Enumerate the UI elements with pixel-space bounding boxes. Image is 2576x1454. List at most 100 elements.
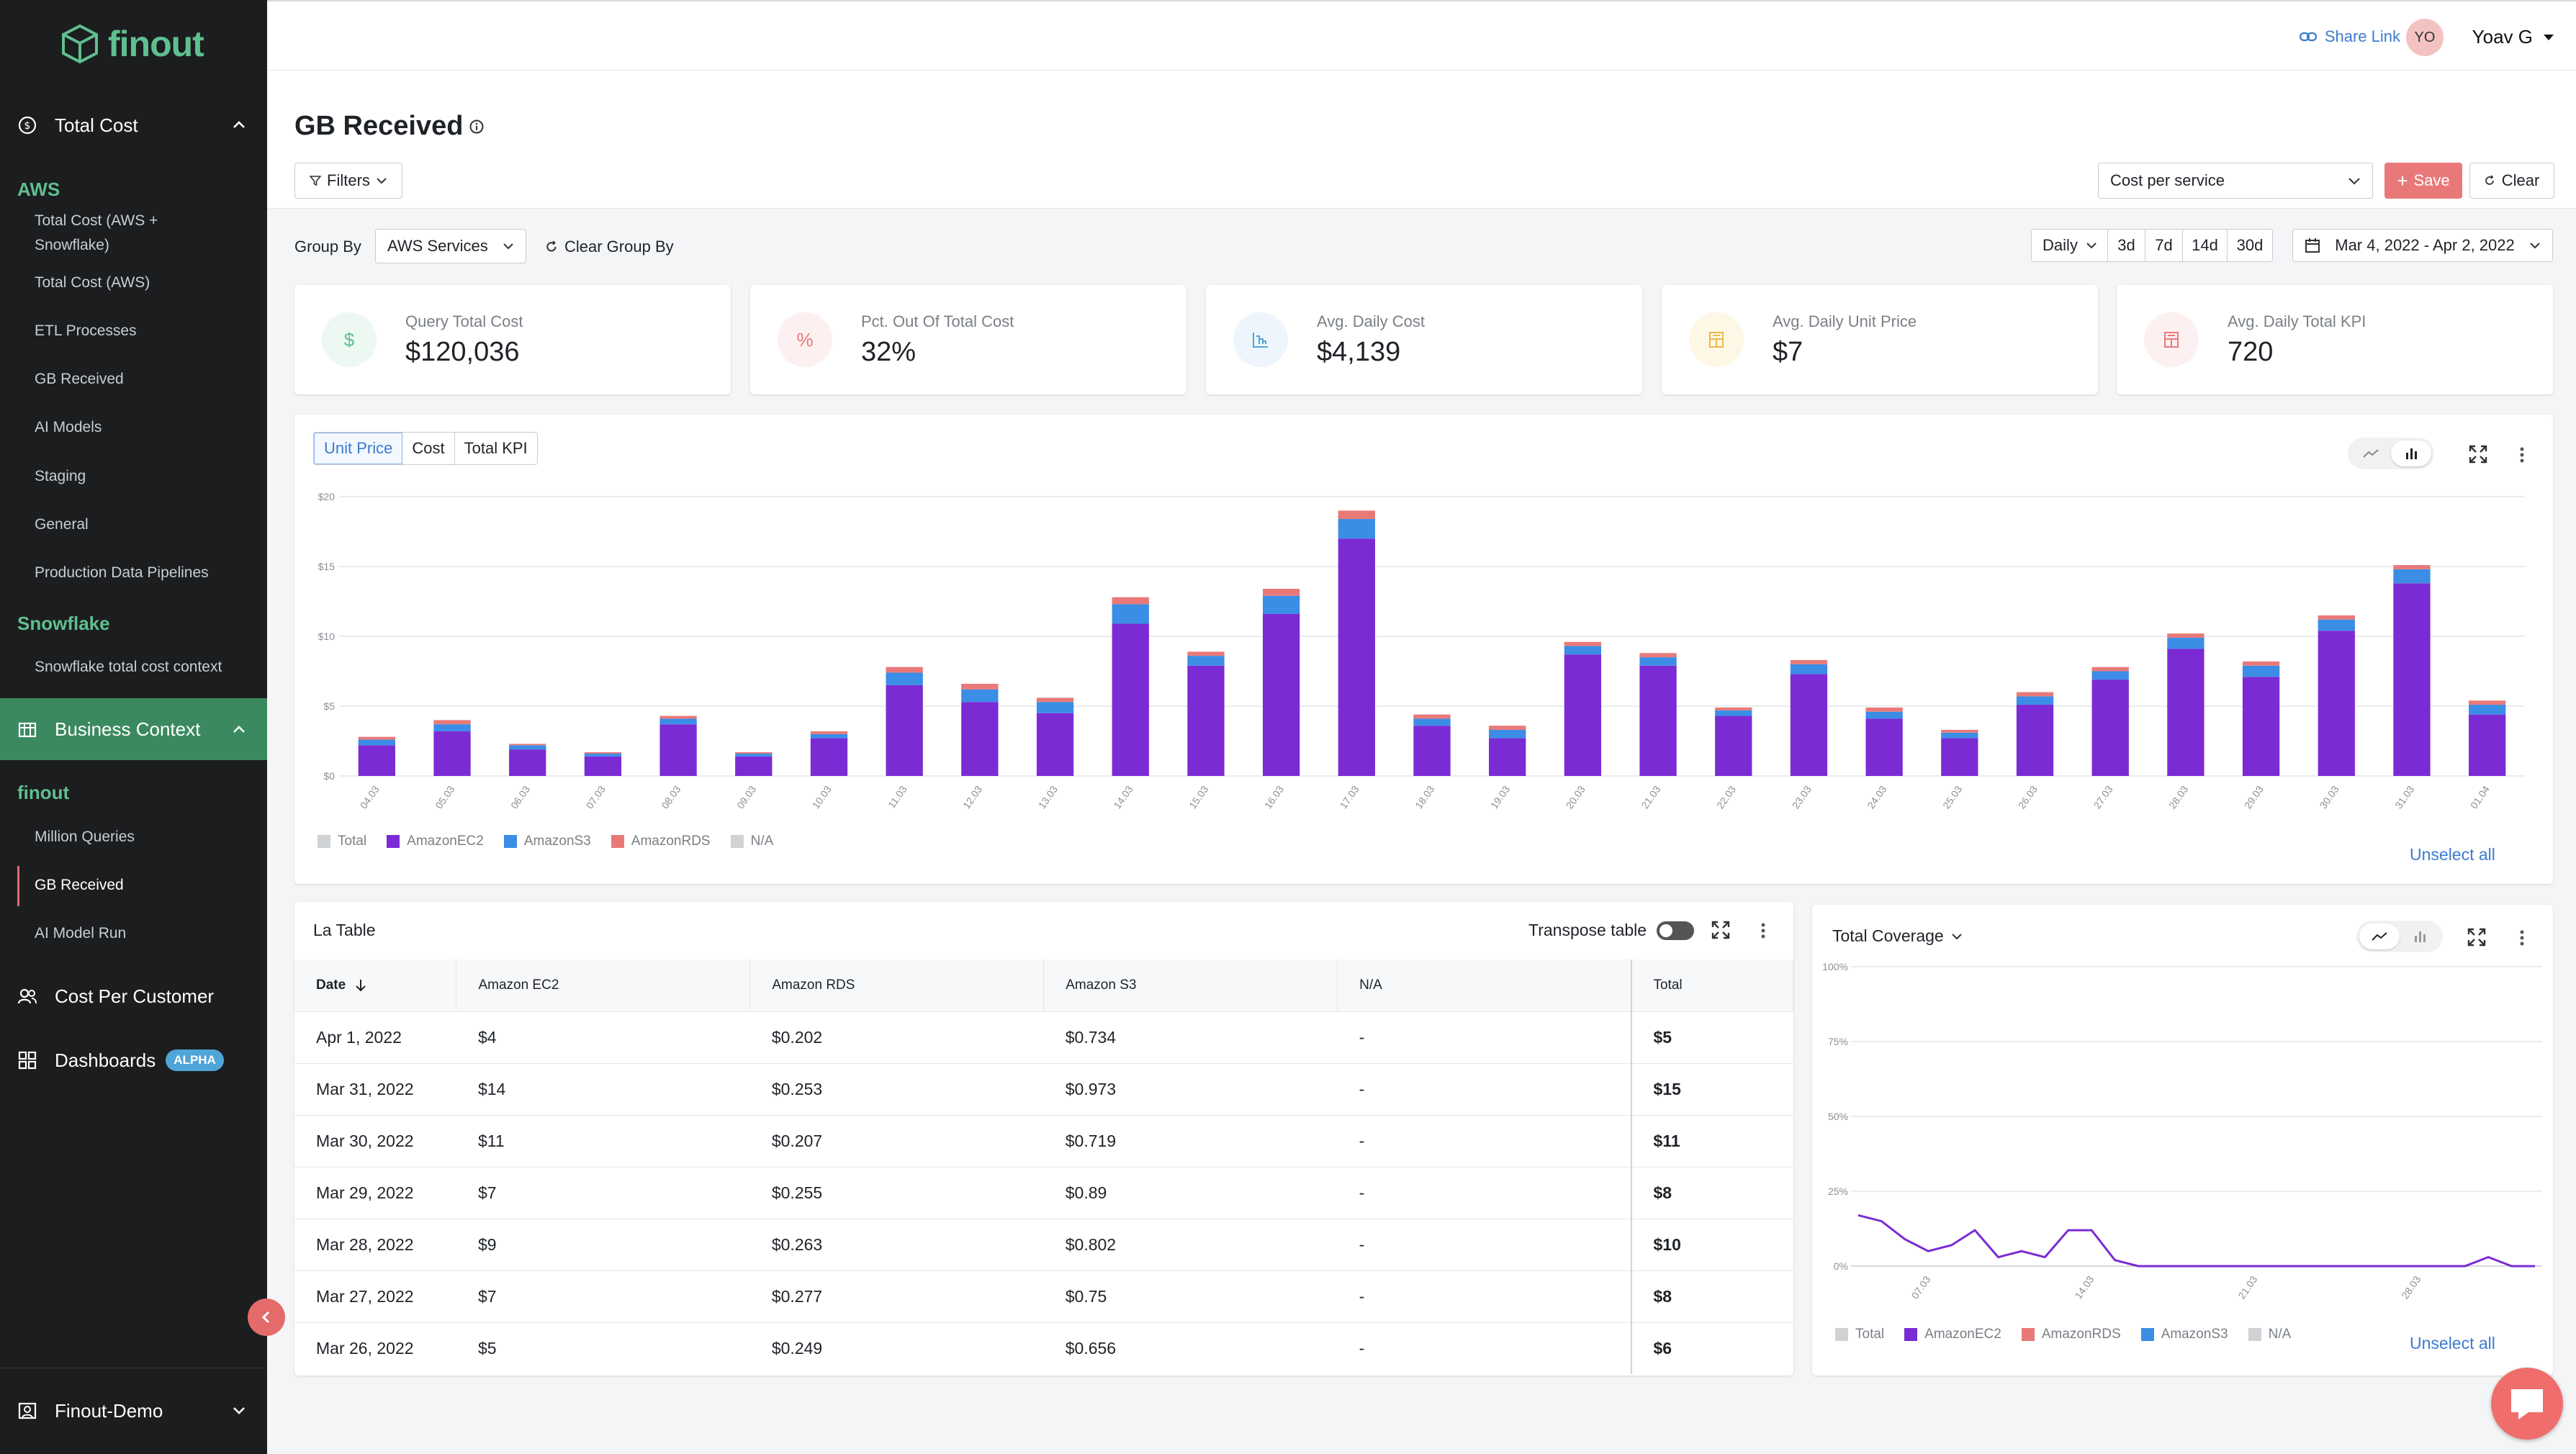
line-series-amazonec2[interactable] xyxy=(1857,1214,2535,1268)
bar-amazonec2-16.03[interactable] xyxy=(1262,613,1300,776)
save-button[interactable]: + Save xyxy=(2384,163,2462,199)
sidebar-item-gb-received[interactable]: GB Received xyxy=(35,877,124,893)
bar-amazonrds-07.03[interactable] xyxy=(584,752,622,754)
bar-amazonec2-26.03[interactable] xyxy=(2016,705,2054,776)
expand-icon[interactable] xyxy=(2467,928,2486,947)
bar-amazonec2-22.03[interactable] xyxy=(1715,715,1752,776)
bar-amazonec2-30.03[interactable] xyxy=(2318,631,2355,776)
legend-item[interactable]: AmazonRDS xyxy=(611,834,711,849)
coverage-metric-select[interactable]: Total Coverage xyxy=(1832,926,1963,946)
tab-total-kpi[interactable]: Total KPI xyxy=(464,439,528,457)
sidebar-item-production-data-pipelines[interactable]: Production Data Pipelines xyxy=(35,564,209,581)
bar-amazonrds-08.03[interactable] xyxy=(659,715,697,719)
legend-item[interactable]: Total xyxy=(1835,1327,1884,1342)
range-30d[interactable]: 30d xyxy=(2236,236,2264,254)
bar-amazonrds-17.03[interactable] xyxy=(1338,510,1375,520)
account-switcher[interactable]: Finout-Demo xyxy=(0,1382,267,1440)
nav-dashboards[interactable]: Dashboards ALPHA xyxy=(0,1031,267,1089)
bar-amazons3-12.03[interactable] xyxy=(961,689,999,703)
bar-amazons3-09.03[interactable] xyxy=(735,753,773,757)
bar-amazonrds-22.03[interactable] xyxy=(1715,707,1752,710)
sidebar-item-etl-processes[interactable]: ETL Processes xyxy=(35,322,137,339)
bar-amazonec2-13.03[interactable] xyxy=(1036,713,1074,776)
chevron-up-icon[interactable] xyxy=(230,720,248,739)
bar-amazonec2-29.03[interactable] xyxy=(2242,677,2280,776)
more-vertical-icon[interactable] xyxy=(2519,929,2525,947)
bar-amazonec2-06.03[interactable] xyxy=(509,749,546,776)
avatar[interactable]: YO xyxy=(2406,19,2444,56)
bar-amazonec2-09.03[interactable] xyxy=(735,756,773,776)
bar-amazonrds-28.03[interactable] xyxy=(2167,633,2205,638)
bar-amazons3-20.03[interactable] xyxy=(1564,646,1602,655)
bar-chart-toggle[interactable] xyxy=(2400,924,2440,949)
expand-icon[interactable] xyxy=(2469,445,2487,464)
bar-amazonrds-21.03[interactable] xyxy=(1639,653,1677,658)
bar-amazonec2-14.03[interactable] xyxy=(1112,623,1149,776)
range-14d[interactable]: 14d xyxy=(2183,230,2228,261)
table-row[interactable]: Mar 31, 2022 $14 $0.253 $0.973- $15 xyxy=(294,1062,1793,1115)
bar-amazonec2-23.03[interactable] xyxy=(1790,674,1828,776)
granularity-select[interactable]: Daily xyxy=(2032,230,2108,261)
bar-amazons3-06.03[interactable] xyxy=(509,745,546,750)
bar-amazonrds-09.03[interactable] xyxy=(735,752,773,754)
sidebar-item-total-cost-aws-snowflake[interactable]: Total Cost (AWS + Snowflake) xyxy=(35,209,251,258)
bar-amazonrds-13.03[interactable] xyxy=(1036,697,1074,703)
bar-amazonrds-27.03[interactable] xyxy=(2091,667,2129,672)
line-chart-toggle[interactable] xyxy=(2359,924,2400,949)
legend-item[interactable]: N/A xyxy=(730,834,773,849)
chevron-up-icon[interactable] xyxy=(230,115,248,134)
bar-amazonrds-26.03[interactable] xyxy=(2016,692,2054,697)
date-picker[interactable]: Mar 4, 2022 - Apr 2, 2022 xyxy=(2292,229,2553,262)
bar-amazons3-21.03[interactable] xyxy=(1639,657,1677,666)
transpose-table-toggle[interactable]: Transpose table xyxy=(1528,921,1695,940)
bar-amazons3-13.03[interactable] xyxy=(1036,702,1074,713)
unselect-all-link[interactable]: Unselect all xyxy=(2410,1334,2495,1353)
bar-amazonrds-19.03[interactable] xyxy=(1489,726,1526,730)
table-row[interactable]: Apr 1, 2022 $4 $0.202 $0.734- $5 xyxy=(294,1011,1793,1063)
tab-cost[interactable]: Cost xyxy=(402,433,455,464)
bar-amazonrds-05.03[interactable] xyxy=(433,720,471,725)
sidebar-item-total-cost-aws[interactable]: Total Cost (AWS) xyxy=(35,274,150,291)
more-vertical-icon[interactable] xyxy=(1760,922,1766,939)
bar-amazons3-23.03[interactable] xyxy=(1790,664,1828,674)
collapse-sidebar-button[interactable] xyxy=(248,1299,285,1336)
bar-amazonec2-05.03[interactable] xyxy=(433,731,471,776)
legend-item[interactable]: Total xyxy=(318,834,366,849)
bar-amazons3-18.03[interactable] xyxy=(1413,718,1451,726)
clear-button[interactable]: Clear xyxy=(2469,163,2554,199)
table-row[interactable]: Mar 29, 2022 $7 $0.255 $0.89- $8 xyxy=(294,1166,1793,1219)
sidebar-item-ai-models[interactable]: AI Models xyxy=(35,419,102,435)
range-7d[interactable]: 7d xyxy=(2145,230,2183,261)
bar-amazonrds-29.03[interactable] xyxy=(2242,661,2280,666)
bar-amazonec2-12.03[interactable] xyxy=(961,702,999,776)
bar-amazonec2-08.03[interactable] xyxy=(659,724,697,776)
chevron-down-icon[interactable] xyxy=(230,1401,248,1419)
table-row[interactable]: Mar 28, 2022 $9 $0.263 $0.802- $10 xyxy=(294,1218,1793,1270)
group-by-select[interactable]: AWS Services xyxy=(375,229,526,263)
clear-group-by-button[interactable]: Clear Group By xyxy=(546,238,674,256)
line-chart-toggle[interactable] xyxy=(2351,441,2391,466)
bar-amazonec2-10.03[interactable] xyxy=(810,738,848,776)
column-header-total[interactable]: Total xyxy=(1630,959,1793,1011)
bar-amazonrds-10.03[interactable] xyxy=(810,731,848,734)
bar-amazons3-25.03[interactable] xyxy=(1941,732,1978,739)
sidebar-item-million-queries[interactable]: Million Queries xyxy=(35,828,135,845)
bar-amazonrds-12.03[interactable] xyxy=(961,683,999,690)
bar-amazonec2-27.03[interactable] xyxy=(2091,679,2129,776)
bar-amazonrds-30.03[interactable] xyxy=(2318,615,2355,620)
column-header-date[interactable]: Date xyxy=(294,959,457,1011)
sidebar-item-staging[interactable]: Staging xyxy=(35,468,86,484)
bar-amazonrds-14.03[interactable] xyxy=(1112,597,1149,605)
user-menu[interactable]: Yoav G xyxy=(2472,26,2554,48)
sidebar-item-gb-received-aws[interactable]: GB Received xyxy=(35,371,124,387)
bar-amazonrds-16.03[interactable] xyxy=(1262,589,1300,596)
legend-item[interactable]: AmazonEC2 xyxy=(1904,1327,2001,1342)
bar-amazonrds-04.03[interactable] xyxy=(358,736,395,740)
sidebar-item-snowflake-total-cost-context[interactable]: Snowflake total cost context xyxy=(35,659,222,675)
bar-amazonrds-25.03[interactable] xyxy=(1941,729,1978,733)
bar-amazonrds-15.03[interactable] xyxy=(1187,651,1225,656)
table-row[interactable]: Mar 26, 2022 $5 $0.249 $0.656- $6 xyxy=(294,1322,1793,1374)
column-header-amazon-rds[interactable]: Amazon RDS xyxy=(749,959,1045,1011)
bar-amazons3-08.03[interactable] xyxy=(659,718,697,725)
sidebar-item-ai-model-run[interactable]: AI Model Run xyxy=(35,925,127,942)
